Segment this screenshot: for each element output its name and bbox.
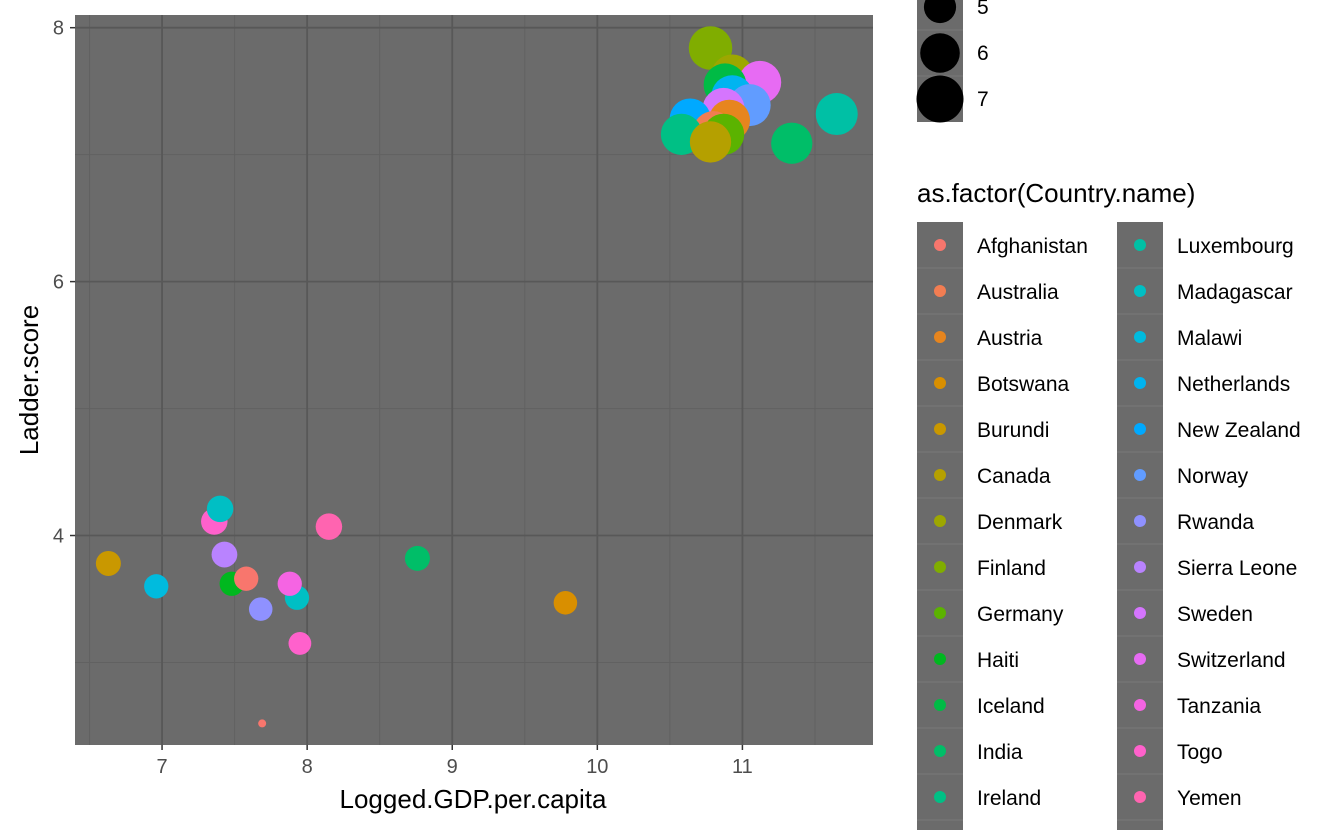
color-legend-label: Tanzania bbox=[1177, 695, 1261, 718]
color-legend-symbol bbox=[1134, 285, 1146, 297]
color-legend-label: Malawi bbox=[1177, 327, 1242, 350]
color-legend-label: Togo bbox=[1177, 741, 1223, 764]
color-legend-label: Switzerland bbox=[1177, 649, 1286, 672]
color-legend-symbol bbox=[934, 515, 946, 527]
x-tick-label: 10 bbox=[586, 756, 608, 778]
data-point bbox=[404, 545, 430, 571]
y-tick-label: 8 bbox=[53, 18, 64, 40]
size-legend-symbol bbox=[916, 75, 964, 123]
color-legend-symbol bbox=[1134, 561, 1146, 573]
color-legend-symbol bbox=[1134, 377, 1146, 389]
data-point bbox=[277, 571, 302, 596]
size-legend-label: 6 bbox=[977, 42, 989, 65]
color-legend-symbol bbox=[934, 331, 946, 343]
data-point bbox=[315, 513, 343, 540]
color-legend-title: as.factor(Country.name) bbox=[917, 178, 1195, 208]
color-legend-symbol bbox=[934, 653, 946, 665]
color-legend-label: Ireland bbox=[977, 787, 1041, 810]
size-legend-label: 7 bbox=[977, 88, 989, 111]
color-legend-label: Austria bbox=[977, 327, 1043, 350]
data-point bbox=[211, 541, 238, 568]
color-legend-label: Rwanda bbox=[1177, 511, 1254, 534]
data-point bbox=[553, 591, 578, 615]
color-legend-symbol bbox=[934, 745, 946, 757]
color-legend-symbol bbox=[934, 423, 946, 435]
color-legend-label: Norway bbox=[1177, 465, 1249, 488]
color-legend-label: Haiti bbox=[977, 649, 1019, 672]
data-point bbox=[206, 495, 234, 523]
color-legend-symbol bbox=[934, 791, 946, 803]
color-legend-symbol bbox=[934, 561, 946, 573]
color-legend-label: Botswana bbox=[977, 373, 1070, 396]
color-legend-symbol bbox=[934, 469, 946, 481]
color-legend-symbol bbox=[1134, 791, 1146, 803]
color-legend-symbol bbox=[1134, 331, 1146, 343]
color-legend-label: Sierra Leone bbox=[1177, 557, 1297, 580]
color-legend-symbol bbox=[1134, 653, 1146, 665]
color-legend-label: New Zealand bbox=[1177, 419, 1301, 442]
x-tick-label: 8 bbox=[302, 756, 313, 778]
data-point bbox=[288, 632, 312, 655]
color-legend-label: Luxembourg bbox=[1177, 235, 1294, 258]
data-point bbox=[815, 93, 858, 136]
color-legend-symbol bbox=[1134, 745, 1146, 757]
color-legend-label: Canada bbox=[977, 465, 1051, 488]
color-legend-symbol bbox=[1134, 423, 1146, 435]
x-axis-title: Logged.GDP.per.capita bbox=[340, 784, 607, 814]
x-tick-label: 7 bbox=[156, 756, 167, 778]
y-tick-label: 6 bbox=[53, 272, 64, 294]
color-legend-label: Germany bbox=[977, 603, 1064, 626]
data-point bbox=[689, 121, 732, 163]
color-legend: Afghanistan Australia Austria Botswana Burun… bbox=[917, 222, 1301, 830]
data-point bbox=[248, 597, 273, 621]
x-tick-label: 11 bbox=[732, 756, 753, 778]
color-legend-label: Madagascar bbox=[1177, 281, 1293, 304]
y-axis-title: Ladder.score bbox=[14, 305, 44, 455]
color-legend-symbol bbox=[1134, 699, 1146, 711]
color-legend-label: Burundi bbox=[977, 419, 1049, 442]
color-legend-label: Iceland bbox=[977, 695, 1045, 718]
size-legend-symbol bbox=[923, 0, 957, 24]
color-legend-label: Finland bbox=[977, 557, 1046, 580]
color-legend-label: Australia bbox=[977, 281, 1059, 304]
y-tick-label: 4 bbox=[53, 526, 64, 548]
data-point bbox=[234, 566, 259, 591]
color-legend-symbol bbox=[1134, 239, 1146, 251]
size-legend-symbol bbox=[920, 33, 960, 73]
color-legend-symbol bbox=[934, 377, 946, 389]
color-legend-label: Denmark bbox=[977, 511, 1063, 534]
data-point bbox=[95, 550, 121, 576]
color-legend-symbol bbox=[934, 699, 946, 711]
color-legend-label: Sweden bbox=[1177, 603, 1253, 626]
color-legend-symbol bbox=[1134, 607, 1146, 619]
size-legend: 5 6 7 bbox=[916, 0, 989, 123]
color-legend-label: Yemen bbox=[1177, 787, 1242, 810]
data-point bbox=[258, 719, 267, 728]
data-point bbox=[144, 574, 169, 599]
color-legend-symbol bbox=[934, 285, 946, 297]
color-legend-label: India bbox=[977, 741, 1023, 764]
color-legend-label: Afghanistan bbox=[977, 235, 1088, 258]
data-point bbox=[771, 122, 813, 164]
color-legend-symbol bbox=[934, 239, 946, 251]
color-legend-symbol bbox=[1134, 469, 1146, 481]
color-legend-label: Netherlands bbox=[1177, 373, 1290, 396]
color-legend-symbol bbox=[1134, 515, 1146, 527]
x-tick-label: 9 bbox=[447, 756, 458, 778]
size-legend-label: 5 bbox=[977, 0, 989, 19]
color-legend-symbol bbox=[934, 607, 946, 619]
